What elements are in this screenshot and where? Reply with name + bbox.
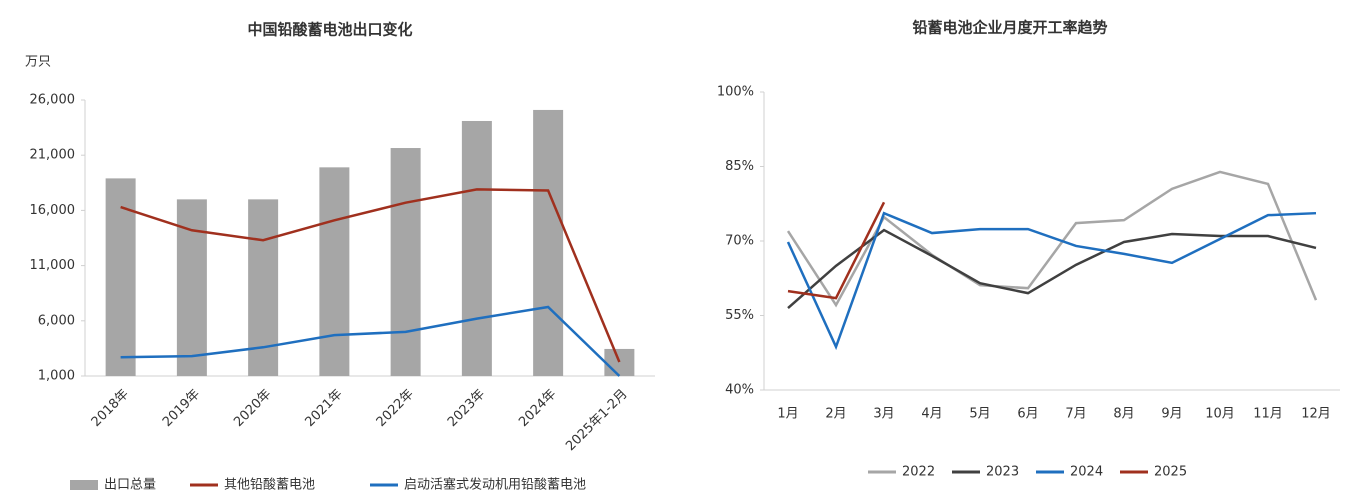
x-tick-label: 10月 — [1205, 407, 1235, 422]
y-tick-label: 100% — [717, 85, 754, 100]
x-tick-label: 5月 — [969, 407, 990, 422]
x-tick-label: 1月 — [777, 407, 798, 422]
line-series — [787, 201, 886, 300]
x-tick-label: 2018年 — [89, 387, 132, 430]
x-tick-label: 12月 — [1301, 407, 1331, 422]
line-series — [120, 305, 621, 377]
legend-label: 其他铅酸蓄电池 — [224, 478, 315, 493]
y-tick-label: 85% — [725, 159, 754, 174]
y-tick-label: 16,000 — [30, 203, 76, 218]
x-tick-label: 8月 — [1113, 407, 1134, 422]
bar — [604, 348, 635, 376]
line-series — [787, 228, 1317, 309]
x-tick-label: 3月 — [873, 407, 894, 422]
x-tick-label: 6月 — [1017, 407, 1038, 422]
legend-label: 2023 — [986, 465, 1019, 480]
bar — [390, 148, 421, 376]
y-tick-label: 6,000 — [38, 313, 75, 328]
bar — [461, 120, 492, 376]
x-tick-label: 2月 — [825, 407, 846, 422]
bar — [319, 167, 350, 376]
legend-label: 2022 — [902, 465, 935, 480]
x-tick-label: 2025年1-2月 — [563, 387, 630, 454]
y-tick-label: 55% — [725, 308, 754, 323]
x-tick-label: 2024年 — [516, 387, 559, 430]
x-tick-label: 9月 — [1161, 407, 1182, 422]
legend-swatch — [70, 480, 98, 490]
bar — [176, 199, 207, 376]
legend-label: 启动活塞式发动机用铅酸蓄电池 — [404, 477, 586, 493]
chart-title: 中国铅酸蓄电池出口变化 — [247, 21, 412, 39]
x-tick-label: 2020年 — [231, 387, 274, 430]
y-tick-label: 21,000 — [30, 148, 76, 163]
x-tick-label: 4月 — [921, 407, 942, 422]
bar — [533, 109, 564, 376]
x-tick-label: 11月 — [1253, 407, 1283, 422]
y-tick-label: 1,000 — [38, 369, 75, 384]
line-series — [120, 188, 621, 363]
legend-label: 出口总量 — [104, 478, 156, 493]
line-series — [786, 211, 1317, 351]
x-tick-label: 2022年 — [374, 387, 417, 430]
y-tick-label: 70% — [725, 234, 754, 249]
x-tick-label: 2021年 — [302, 387, 345, 430]
x-tick-label: 7月 — [1065, 407, 1086, 422]
y-tick-label: 40% — [725, 383, 754, 398]
x-tick-label: 2019年 — [160, 387, 203, 430]
y-axis-label: 万只 — [25, 55, 51, 70]
y-tick-label: 26,000 — [30, 93, 76, 108]
legend-label: 2025 — [1154, 465, 1187, 480]
legend-label: 2024 — [1070, 465, 1103, 480]
chart-title: 铅蓄电池企业月度开工率趋势 — [912, 19, 1107, 37]
x-tick-label: 2023年 — [445, 387, 488, 430]
y-tick-label: 11,000 — [30, 258, 76, 273]
